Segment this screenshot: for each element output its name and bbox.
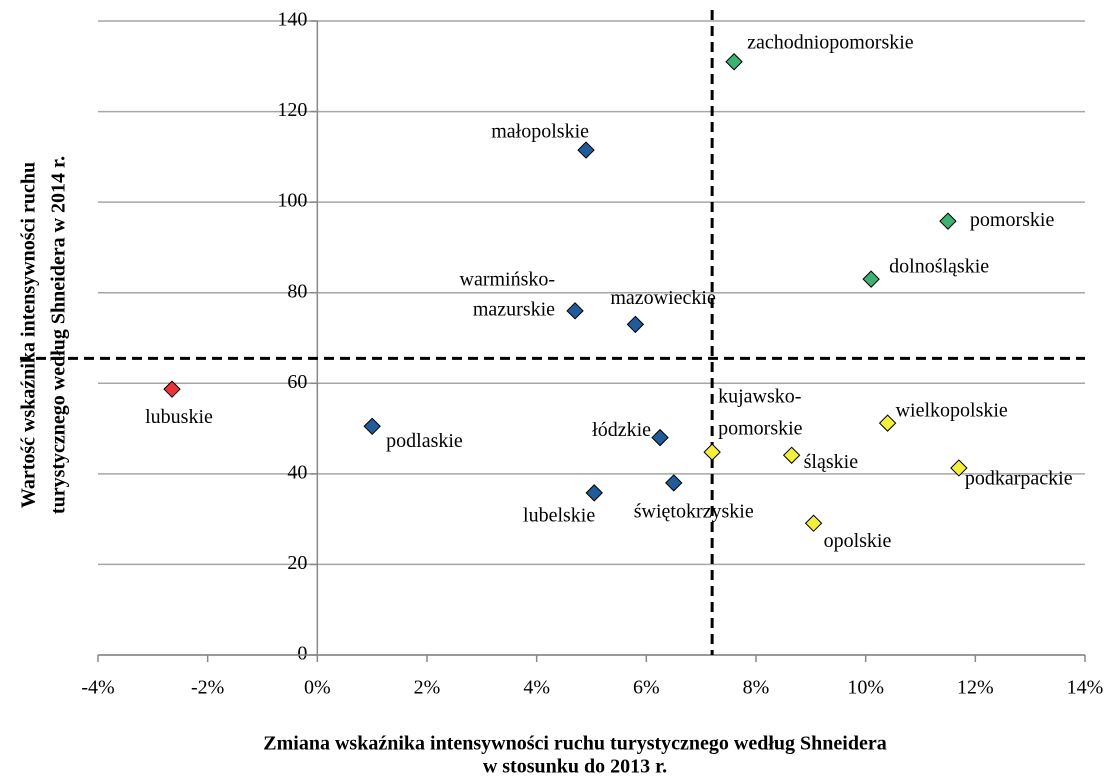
y-tick-label: 140 xyxy=(277,9,307,31)
x-axis-title: Zmiana wskaźnika intensywności ruchu tur… xyxy=(263,733,886,755)
y-tick-label: 100 xyxy=(277,190,307,212)
point-label: mazurskie xyxy=(473,298,555,320)
point-label: śląskie xyxy=(804,451,859,473)
y-tick-label: 80 xyxy=(287,280,307,302)
x-tick-label: -2% xyxy=(191,677,224,699)
point xyxy=(939,212,957,230)
x-axis-title: w stosunku do 2013 r. xyxy=(483,756,667,778)
x-tick-label: 8% xyxy=(743,677,770,699)
y-tick-label: 120 xyxy=(277,99,307,121)
x-tick-label: 2% xyxy=(414,677,441,699)
point xyxy=(725,53,743,71)
y-tick-label: 40 xyxy=(287,461,307,483)
point xyxy=(665,474,683,492)
point-label: kujawsko- xyxy=(718,386,801,408)
point-label: lubuskie xyxy=(145,406,213,428)
point-label: wielkopolskie xyxy=(896,400,1008,422)
point-label: dolnośląskie xyxy=(889,256,989,278)
x-tick-label: 14% xyxy=(1067,677,1104,699)
point xyxy=(703,443,721,461)
x-tick-label: -4% xyxy=(81,677,114,699)
y-axis-title: Wartość wskaźnika intensywności ruchu xyxy=(18,162,40,508)
point xyxy=(566,302,584,320)
point xyxy=(950,459,968,477)
y-tick-label: 60 xyxy=(287,371,307,393)
point xyxy=(363,417,381,436)
y-tick-label: 0 xyxy=(297,643,307,665)
point xyxy=(585,484,603,502)
x-tick-label: 12% xyxy=(957,677,994,699)
x-tick-label: 10% xyxy=(847,677,884,699)
point-label: opolskie xyxy=(824,530,892,552)
point xyxy=(878,414,897,432)
y-axis-title: turystycznego według Shneidera w 2014 r. xyxy=(48,156,70,514)
point xyxy=(163,380,181,398)
point-label: lubelskie xyxy=(523,504,595,526)
point-label: łódzkie xyxy=(592,419,651,441)
point xyxy=(804,514,823,532)
point-label: świętokrzyskie xyxy=(634,501,754,523)
point-label: warmińsko- xyxy=(460,268,556,290)
x-tick-label: 4% xyxy=(523,677,550,699)
point-label: pomorskie xyxy=(970,209,1055,231)
x-tick-label: 0% xyxy=(304,677,331,699)
point-label: zachodniopomorskie xyxy=(747,31,914,53)
point-label: małopolskie xyxy=(491,121,589,143)
point xyxy=(651,428,669,447)
x-tick-label: 6% xyxy=(633,677,660,699)
point xyxy=(782,446,801,464)
point xyxy=(626,315,645,334)
point xyxy=(862,270,880,288)
point xyxy=(577,141,595,159)
point-label: mazowieckie xyxy=(610,287,716,309)
point-label: podlaskie xyxy=(386,430,463,452)
point-label: podkarpackie xyxy=(965,468,1073,490)
y-tick-label: 20 xyxy=(287,552,307,574)
point-label: pomorskie xyxy=(718,418,803,440)
